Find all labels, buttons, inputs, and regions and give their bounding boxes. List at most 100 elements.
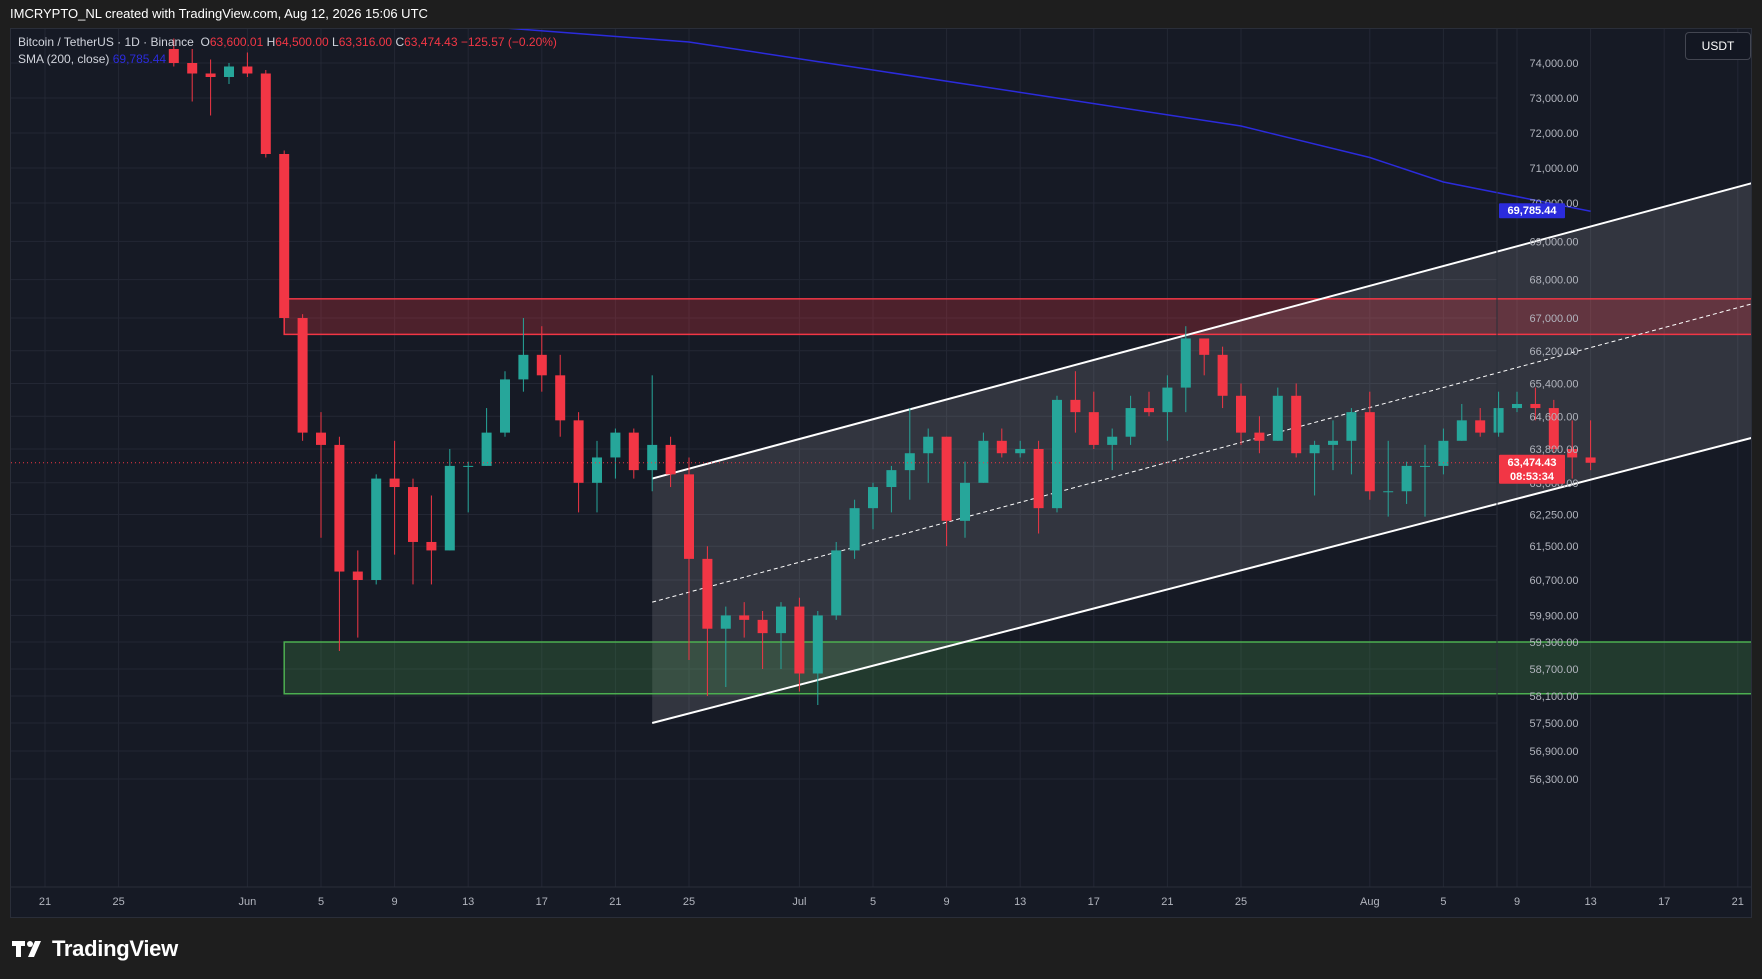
candle <box>812 611 823 705</box>
candle <box>739 602 750 638</box>
candle <box>592 440 602 513</box>
candle <box>334 436 345 651</box>
high-value: 64,500.00 <box>275 35 329 49</box>
price-tick-label: 67,000.00 <box>1530 313 1579 325</box>
chart-background <box>11 29 1751 917</box>
candle <box>1438 428 1449 475</box>
candle <box>831 541 842 620</box>
symbol-title[interactable]: Bitcoin / TetherUS · 1D · Binance <box>18 35 194 49</box>
candle-body <box>205 73 216 77</box>
price-tick-label: 59,900.00 <box>1530 610 1579 622</box>
candle-body <box>1272 395 1283 441</box>
candle <box>868 482 878 530</box>
candle-body <box>1493 408 1504 433</box>
price-tick-label: 73,000.00 <box>1530 93 1579 105</box>
price-scale-label: 69,785.44 <box>1508 205 1558 217</box>
candle <box>1456 403 1467 441</box>
candle-body <box>1291 395 1302 454</box>
candle-body <box>1162 387 1173 413</box>
candle <box>684 457 694 660</box>
grid-lines <box>11 29 1739 887</box>
candle <box>1254 416 1265 454</box>
candle-body <box>1567 449 1578 458</box>
channel-upper-line <box>651 182 1751 480</box>
candle <box>904 408 915 500</box>
time-tick-label: 21 <box>609 896 621 908</box>
price-chart[interactable]: 74,000.0073,000.0072,000.0071,000.0070,0… <box>11 29 1752 918</box>
candle <box>941 436 952 547</box>
tradingview-logo[interactable]: TradingView <box>12 936 178 962</box>
candle <box>408 478 418 585</box>
time-tick-label: 9 <box>944 896 950 908</box>
support-zone <box>283 641 1751 695</box>
candle <box>1383 440 1394 517</box>
candle <box>444 449 455 551</box>
sma-200-line <box>508 29 1591 212</box>
candle-body <box>389 478 400 488</box>
candle <box>555 354 566 437</box>
high-label: H <box>266 35 276 49</box>
price-scale-label: 08:53:34 <box>1510 471 1555 483</box>
candle-body <box>168 49 179 63</box>
sma-label[interactable]: SMA (200, close) <box>18 52 110 66</box>
candle-body <box>1438 440 1449 466</box>
price-scale-label: 63,474.43 <box>1508 457 1557 469</box>
candle <box>794 597 805 692</box>
candle-body <box>647 444 658 471</box>
candle <box>316 412 326 538</box>
candle-body <box>941 436 952 521</box>
candle <box>665 436 676 488</box>
candle-body <box>739 615 750 620</box>
candle-body <box>1199 338 1210 355</box>
candle <box>1346 408 1357 475</box>
candle <box>1033 440 1044 534</box>
candle <box>205 59 216 116</box>
candle <box>260 70 271 158</box>
candle <box>849 499 860 559</box>
price-tick-label: 68,000.00 <box>1530 275 1579 287</box>
candle <box>647 375 658 492</box>
price-tick-label: 64,600.00 <box>1530 411 1579 423</box>
price-tick-label: 69,000.00 <box>1530 236 1579 248</box>
candle <box>187 49 198 102</box>
close-value: 63,474.43 <box>404 35 458 49</box>
time-tick-label: 25 <box>683 896 695 908</box>
candle <box>628 428 639 479</box>
candle-body <box>757 619 768 634</box>
time-tick-label: 25 <box>112 896 124 908</box>
candle-body <box>352 571 363 580</box>
open-value: 63,600.01 <box>209 35 264 49</box>
candle-body <box>1530 403 1541 409</box>
candle <box>389 440 400 555</box>
candle-body <box>831 550 842 616</box>
time-tick-label: 17 <box>1658 896 1670 908</box>
candle <box>757 611 768 669</box>
candle-body <box>1383 491 1394 493</box>
change-value: −125.57 (−0.20%) <box>460 35 557 49</box>
price-tick-label: 65,400.00 <box>1530 379 1579 391</box>
candle-body <box>371 478 382 580</box>
currency-button[interactable]: USDT <box>1685 32 1751 60</box>
candle-body <box>408 487 418 542</box>
candle <box>1548 399 1559 454</box>
candle-body <box>260 73 271 154</box>
time-tick-label: 5 <box>318 896 324 908</box>
candle-body <box>1107 436 1118 445</box>
time-tick-label: Jun <box>239 896 257 908</box>
candle-body <box>279 154 290 318</box>
candle-body <box>555 375 566 421</box>
price-tick-label: 56,300.00 <box>1530 774 1579 786</box>
price-tick-label: 56,900.00 <box>1530 746 1579 758</box>
candle <box>1199 338 1210 376</box>
candle <box>720 606 731 687</box>
price-scale-label-bg <box>1499 454 1565 470</box>
candle <box>996 428 1007 458</box>
candle <box>1567 420 1578 479</box>
candle <box>1309 440 1320 496</box>
candle <box>1585 420 1596 471</box>
chart-area[interactable]: 74,000.0073,000.0072,000.0071,000.0070,0… <box>10 28 1752 918</box>
candle <box>978 432 989 483</box>
candle <box>168 38 179 67</box>
candle-body <box>849 508 860 551</box>
candle <box>1401 461 1412 504</box>
